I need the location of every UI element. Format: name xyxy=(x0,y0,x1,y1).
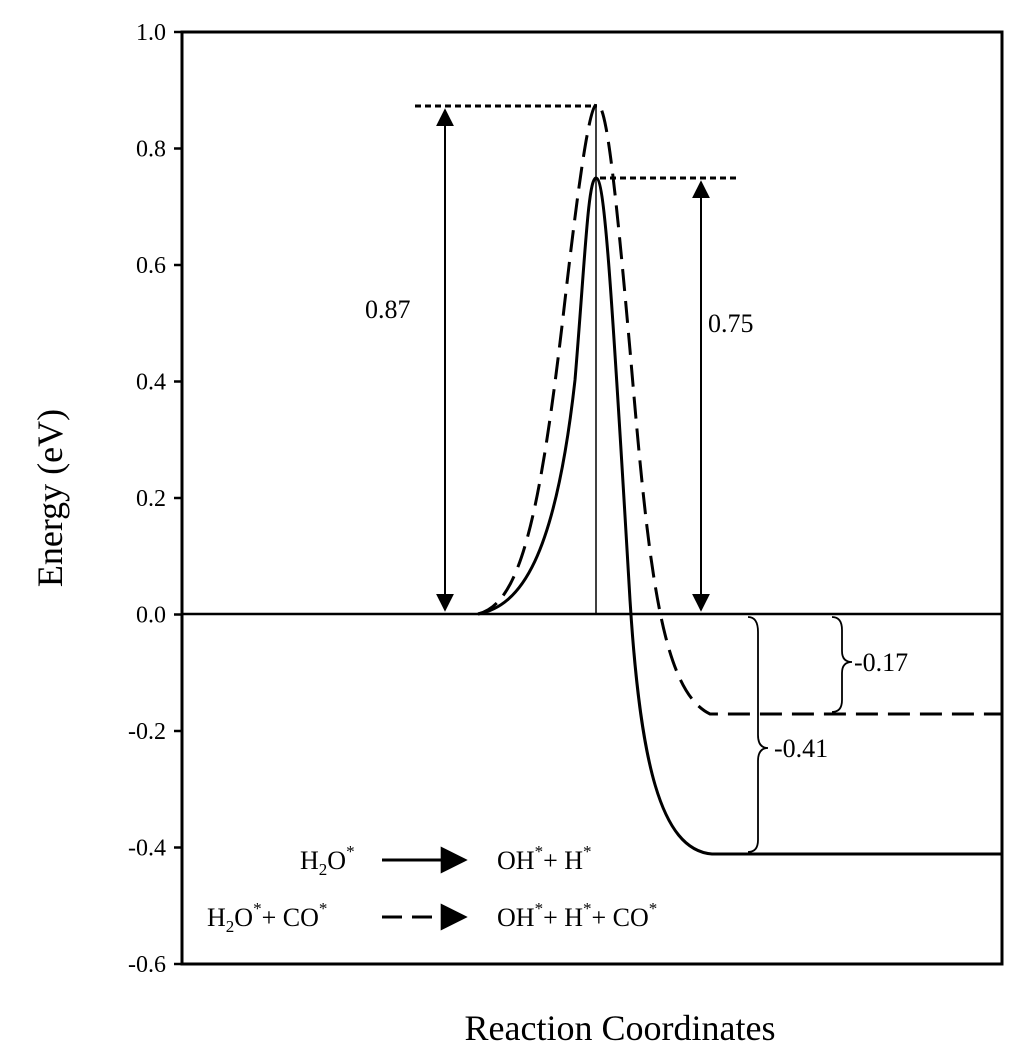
y-tick-label: -0.2 xyxy=(128,719,166,745)
y-axis-ticks: 1.0 0.8 0.6 0.4 0.2 0.0 -0.2 -0.4 -0.6 xyxy=(128,20,182,978)
reaction-label-041: -0.41 xyxy=(774,734,828,763)
series-solid-curve xyxy=(477,176,1002,856)
legend-entry-2-product: OH*+ H*+ CO* xyxy=(497,899,657,932)
y-tick-label: 0.2 xyxy=(136,486,166,512)
y-tick-label: -0.6 xyxy=(128,952,166,978)
reaction-brace-017 xyxy=(831,616,853,713)
legend-entry-1-product: OH*+ H* xyxy=(497,842,592,875)
y-axis-title: Energy (eV) xyxy=(30,409,70,587)
legend-entry-2-reactant: H2O*+ CO* xyxy=(207,899,327,936)
y-tick-label: -0.4 xyxy=(128,836,166,862)
reaction-brace-041 xyxy=(747,616,769,853)
plot-frame xyxy=(180,30,1004,966)
legend: H2O* OH*+ H* H2O*+ CO* OH*+ H*+ CO* xyxy=(207,842,657,936)
y-tick-label: 0.8 xyxy=(136,137,166,163)
y-tick-label: 0.0 xyxy=(136,603,166,629)
y-tick-label: 0.4 xyxy=(136,370,166,396)
y-tick-label: 1.0 xyxy=(136,20,166,46)
barrier-label-075: 0.75 xyxy=(708,309,754,338)
x-axis-title: Reaction Coordinates xyxy=(465,1008,776,1048)
legend-entry-1-reactant: H2O* xyxy=(300,842,355,879)
reaction-label-017: -0.17 xyxy=(854,648,908,677)
series-dashed-curve xyxy=(477,102,1002,716)
y-tick-label: 0.6 xyxy=(136,253,166,279)
barrier-label-087: 0.87 xyxy=(365,295,411,324)
